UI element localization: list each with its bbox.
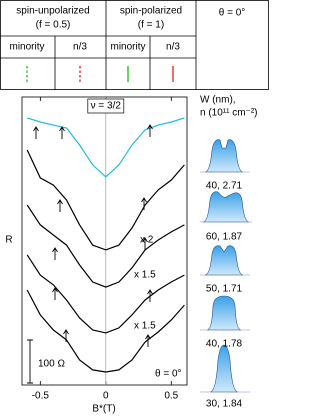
annotation-box (87, 98, 125, 114)
x-tick-label: -0.5 (32, 391, 50, 402)
angle-label: θ = 0° (219, 8, 246, 19)
arrow (59, 126, 65, 139)
annotation: θ = 0° (155, 369, 182, 380)
arrow (147, 289, 153, 302)
arrow (63, 329, 69, 342)
inset-title: W (nm), (200, 95, 236, 106)
inset-shape (209, 344, 239, 393)
table-border (0, 0, 269, 90)
legend-label: n/3 (73, 42, 87, 53)
arrow (145, 334, 151, 347)
arrow (142, 237, 148, 250)
group-subtitle: (f = 0.5) (36, 20, 71, 31)
plot: -0.5 0 0.5 ν = 3/2 x 2 x 1.5 x 1.5 100 Ω θ = 0° (26, 97, 185, 402)
x-axis-label: B*(T) (92, 404, 115, 415)
inset-labels: 40, 2.71 60, 1.87 50, 1.71 40, 1.78 30, 1.84 (206, 181, 243, 410)
inset-shape (204, 139, 244, 173)
plot-frame (21, 96, 188, 386)
x-tick-label: 0.5 (164, 391, 178, 402)
annotation: x 1.5 (134, 321, 156, 332)
curve (26, 149, 185, 251)
inset-shape (204, 245, 244, 276)
arrow (52, 247, 58, 260)
annotation: 100 Ω (38, 359, 65, 370)
inset-label: 40, 2.71 (206, 181, 243, 192)
curve (26, 254, 185, 334)
insets (200, 139, 252, 393)
x-tick-label: 0 (103, 391, 109, 402)
scale-bar (27, 339, 33, 384)
legend-label: n/3 (166, 42, 180, 53)
curve (26, 204, 185, 288)
annotation: x 2 (140, 235, 154, 246)
legend-label: minority (110, 42, 145, 53)
legend-label: minority (9, 42, 44, 53)
inset-shape (202, 191, 250, 223)
y-axis-label: R (5, 235, 12, 246)
inset-label: 40, 1.78 (206, 339, 243, 350)
inset-subtitle: n (10¹¹ cm⁻²) (200, 108, 258, 119)
group-subtitle: (f = 1) (138, 20, 164, 31)
inset-label: 60, 1.87 (206, 232, 243, 243)
arrow (141, 197, 147, 210)
annotation: x 1.5 (134, 270, 156, 281)
legend-table (0, 0, 269, 90)
arrow (57, 199, 63, 212)
curve (26, 289, 185, 373)
arrow (147, 124, 153, 137)
group-title: spin-unpolarized (16, 6, 89, 17)
inset-label: 50, 1.71 (206, 284, 243, 295)
legend-columns: minority n/3 minority n/3 (9, 42, 180, 82)
inset-label: 30, 1.84 (206, 399, 243, 410)
arrow (52, 287, 58, 300)
group-title: spin-polarized (120, 6, 182, 17)
figure: spin-unpolarized (f = 0.5) spin-polarize… (0, 0, 269, 415)
annotation: ν = 3/2 (91, 101, 122, 112)
curve (27, 117, 185, 178)
arrow (33, 126, 39, 139)
inset-shape (206, 295, 242, 331)
